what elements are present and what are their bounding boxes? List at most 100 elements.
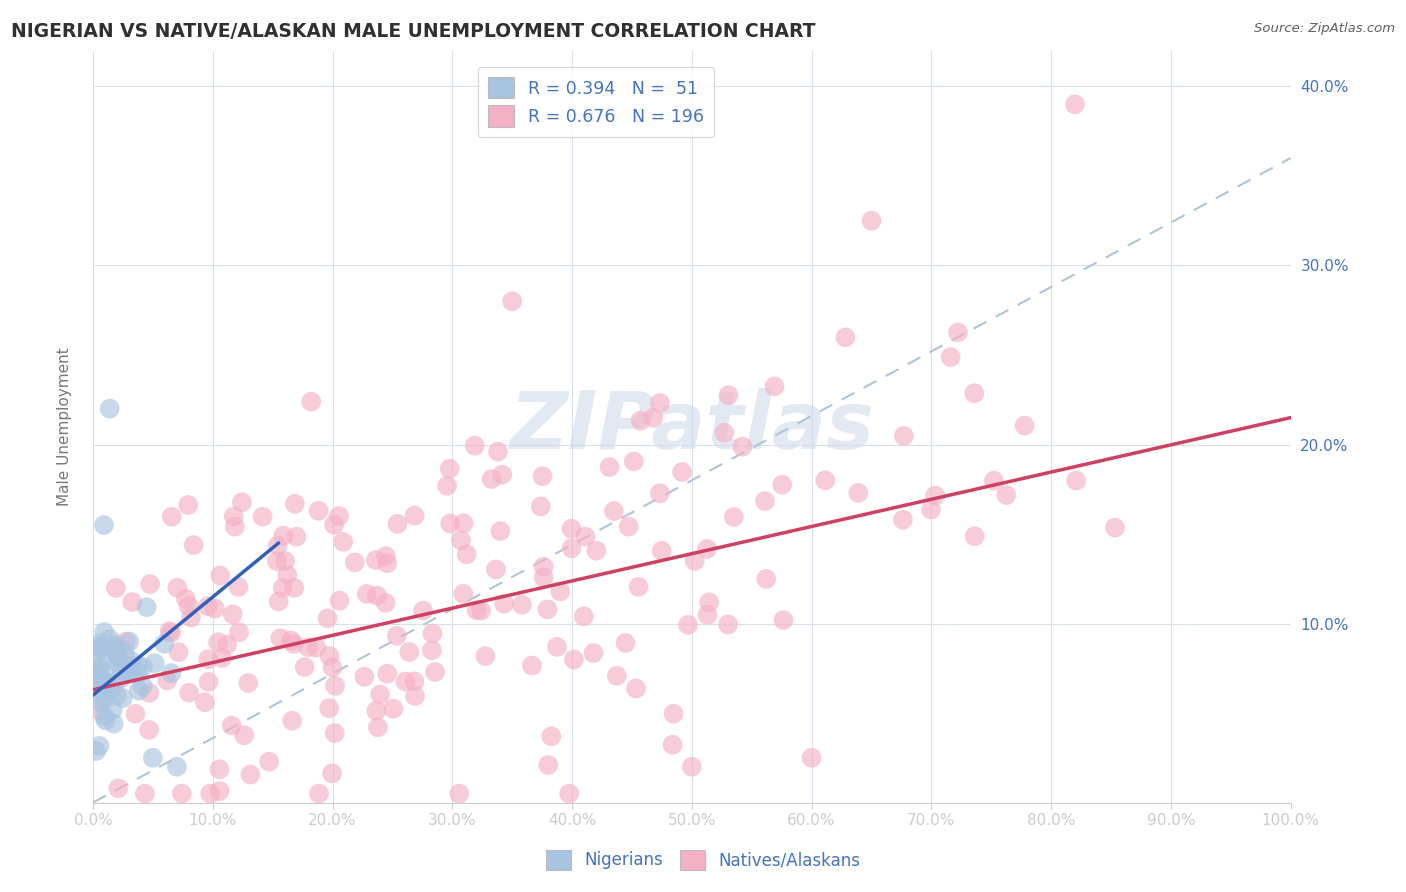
Point <box>294 660 316 674</box>
Point <box>1014 418 1036 433</box>
Point <box>643 410 665 425</box>
Point <box>451 587 474 601</box>
Point <box>387 516 409 531</box>
Point <box>662 706 685 721</box>
Point <box>104 581 127 595</box>
Point <box>105 688 128 702</box>
Point <box>501 294 523 309</box>
Point <box>299 394 322 409</box>
Point <box>285 530 308 544</box>
Point <box>328 593 350 607</box>
Point <box>111 691 134 706</box>
Point <box>533 559 555 574</box>
Point <box>233 728 256 742</box>
Point <box>558 787 581 801</box>
Point <box>90 677 112 691</box>
Point <box>713 425 735 440</box>
Point <box>603 504 626 518</box>
Point <box>283 637 305 651</box>
Point <box>520 658 543 673</box>
Point <box>321 660 343 674</box>
Point <box>105 648 128 662</box>
Point <box>617 519 640 533</box>
Point <box>439 516 461 531</box>
Point <box>723 510 745 524</box>
Point <box>323 517 346 532</box>
Point <box>167 645 190 659</box>
Point <box>128 683 150 698</box>
Point <box>367 720 389 734</box>
Point <box>683 554 706 568</box>
Point <box>651 544 673 558</box>
Point <box>104 677 127 691</box>
Point <box>963 529 986 543</box>
Point <box>96 652 118 666</box>
Point <box>574 529 596 543</box>
Point <box>860 213 883 227</box>
Point <box>101 640 124 654</box>
Point <box>228 625 250 640</box>
Point <box>316 611 339 625</box>
Point <box>117 663 139 677</box>
Point <box>572 609 595 624</box>
Point <box>624 681 647 696</box>
Point <box>489 524 512 538</box>
Point <box>332 534 354 549</box>
Point <box>160 666 183 681</box>
Point <box>159 624 181 639</box>
Point <box>800 751 823 765</box>
Point <box>439 461 461 475</box>
Point <box>436 479 458 493</box>
Point <box>93 625 115 640</box>
Point <box>946 326 969 340</box>
Point <box>420 643 443 657</box>
Point <box>238 676 260 690</box>
Point <box>582 646 605 660</box>
Point <box>550 584 572 599</box>
Point <box>963 386 986 401</box>
Point <box>127 659 149 673</box>
Point <box>671 465 693 479</box>
Point <box>138 723 160 737</box>
Point <box>321 766 343 780</box>
Point <box>211 651 233 665</box>
Point <box>83 661 105 675</box>
Point <box>598 460 620 475</box>
Point <box>134 787 156 801</box>
Point <box>323 679 346 693</box>
Point <box>160 509 183 524</box>
Point <box>267 594 290 608</box>
Point <box>174 591 197 606</box>
Point <box>540 729 562 743</box>
Point <box>297 640 319 655</box>
Point <box>231 495 253 509</box>
Point <box>121 595 143 609</box>
Point <box>89 695 111 709</box>
Point <box>450 533 472 548</box>
Point <box>1064 97 1087 112</box>
Point <box>308 504 330 518</box>
Point <box>120 658 142 673</box>
Point <box>697 595 720 609</box>
Point <box>269 632 291 646</box>
Point <box>510 598 533 612</box>
Point <box>375 557 398 571</box>
Point <box>96 675 118 690</box>
Point <box>755 572 778 586</box>
Point <box>89 636 111 650</box>
Point <box>197 599 219 614</box>
Point <box>84 744 107 758</box>
Point <box>87 670 110 684</box>
Point <box>530 500 553 514</box>
Point <box>398 645 420 659</box>
Point <box>374 596 396 610</box>
Point <box>101 703 124 717</box>
Point <box>394 674 416 689</box>
Point <box>533 570 555 584</box>
Point <box>453 516 475 531</box>
Point <box>114 645 136 659</box>
Point <box>323 726 346 740</box>
Point <box>166 581 188 595</box>
Point <box>111 664 134 678</box>
Text: ZIPatlas: ZIPatlas <box>509 388 875 466</box>
